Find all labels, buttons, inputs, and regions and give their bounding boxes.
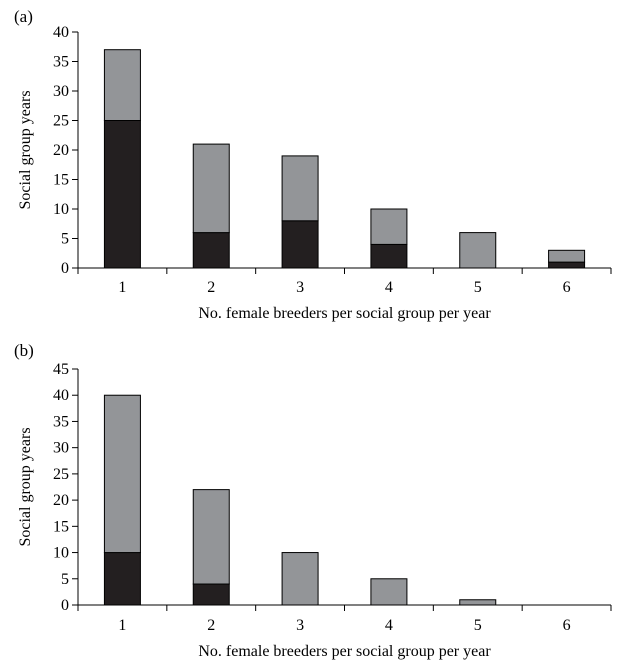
panel-b-bar-5-seg2 [459,599,497,606]
panel-a: (a) 0 5 10 15 20 25 30 35 40 1 2 3 4 5 6 No. female bree… [14,7,612,322]
panel-b-ytick-label-40: 40 [53,387,69,404]
panel-b-xtick-label-6: 6 [563,617,571,634]
panel-b-bar-4-seg2 [370,578,408,606]
panel-b-ytick-label-45: 45 [53,361,69,378]
panel-b-ytick-label-5: 5 [61,571,69,588]
panel-b-y-axis-label: Social group years [17,427,34,546]
panel-b-ytick-label-15: 15 [53,518,69,535]
panel-a-bar-3-seg1 [281,220,319,269]
panel-a-ytick-label-0: 0 [61,260,69,277]
panel-a-bar-1-seg2 [103,49,141,122]
panel-a-ytick-label-30: 30 [53,83,69,100]
panel-a-x-axis-label: No. female breeders per social group per… [198,305,491,322]
panel-a-bar-2-seg2 [192,143,230,234]
panel-b-bar-1-seg1 [103,552,141,606]
panel-b-xtick-label-5: 5 [474,617,482,634]
panel-a-y-axis-label: Social group years [17,90,34,209]
panel-a-bar-6-seg2 [548,249,586,263]
panel-a-ytick-label-20: 20 [53,142,69,159]
panel-a-ytick-label-5: 5 [61,231,69,248]
panel-b-bar-3-seg2 [281,552,319,606]
panel-a-xtick-label-6: 6 [563,279,571,296]
panel-a-ytick-label-35: 35 [53,54,69,71]
panel-b-ytick-label-25: 25 [53,466,69,483]
panel-a-xtick-label-1: 1 [118,279,126,296]
panel-b-bar-1-seg2 [103,394,141,554]
panel-a-ytick-label-10: 10 [53,201,69,218]
panel-b-ytick-label-30: 30 [53,440,69,457]
panel-a-bar-6-seg1 [548,261,586,269]
panel-a-bar-5-seg2 [459,232,497,269]
panel-b-xtick-label-3: 3 [296,617,304,634]
panel-a-bar-3-seg2 [281,155,319,222]
panel-a-xtick-label-5: 5 [474,279,482,296]
panel-a-xtick-label-2: 2 [207,279,215,296]
panel-a-bar-1-seg1 [103,120,141,269]
panel-b-xtick-label-2: 2 [207,617,215,634]
panel-b-ytick-label-0: 0 [61,597,69,614]
panel-b-ytick-label-35: 35 [53,413,69,430]
panel-b-bar-2-seg1 [192,583,230,606]
panel-a-bar-4-seg2 [370,208,408,245]
panel-b-label: (b) [14,341,34,360]
panel-a-bar-4-seg1 [370,243,408,269]
panel-a-ytick-label-25: 25 [53,113,69,130]
panel-a-xtick-label-4: 4 [385,279,393,296]
panel-b-bar-2-seg2 [192,489,230,585]
panel-b-ytick-label-10: 10 [53,545,69,562]
panel-a-label: (a) [14,7,33,26]
panel-b-xtick-label-4: 4 [385,617,393,634]
panel-b-ytick-label-20: 20 [53,492,69,509]
panel-b-xtick-label-1: 1 [118,617,126,634]
panel-a-ytick-label-40: 40 [53,24,69,41]
panel-a-ytick-label-15: 15 [53,172,69,189]
panel-b-x-axis-label: No. female breeders per social group per… [198,643,491,660]
panel-a-bar-2-seg1 [192,232,230,269]
panel-a-xtick-label-3: 3 [296,279,304,296]
